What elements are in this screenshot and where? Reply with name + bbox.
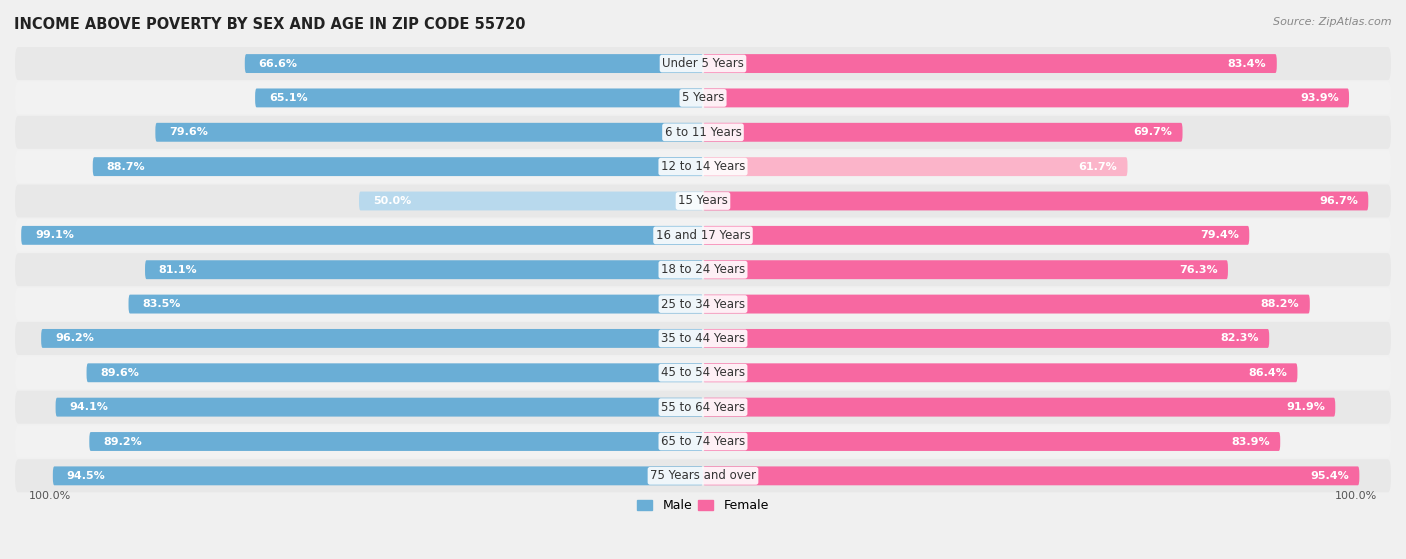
FancyBboxPatch shape bbox=[87, 363, 703, 382]
Legend: Male, Female: Male, Female bbox=[633, 495, 773, 518]
Text: 81.1%: 81.1% bbox=[159, 265, 197, 274]
Text: 5 Years: 5 Years bbox=[682, 92, 724, 105]
Text: 69.7%: 69.7% bbox=[1133, 127, 1173, 138]
Text: 88.2%: 88.2% bbox=[1261, 299, 1299, 309]
FancyBboxPatch shape bbox=[15, 391, 1391, 424]
FancyBboxPatch shape bbox=[254, 88, 703, 107]
Text: 76.3%: 76.3% bbox=[1180, 265, 1218, 274]
Text: 50.0%: 50.0% bbox=[373, 196, 411, 206]
FancyBboxPatch shape bbox=[703, 295, 1310, 314]
FancyBboxPatch shape bbox=[703, 260, 1227, 279]
Text: 83.4%: 83.4% bbox=[1227, 59, 1267, 69]
FancyBboxPatch shape bbox=[15, 253, 1391, 286]
FancyBboxPatch shape bbox=[15, 116, 1391, 149]
FancyBboxPatch shape bbox=[703, 157, 1128, 176]
FancyBboxPatch shape bbox=[53, 466, 703, 485]
FancyBboxPatch shape bbox=[128, 295, 703, 314]
FancyBboxPatch shape bbox=[15, 82, 1391, 115]
FancyBboxPatch shape bbox=[703, 363, 1298, 382]
Text: 94.1%: 94.1% bbox=[69, 402, 108, 412]
FancyBboxPatch shape bbox=[15, 459, 1391, 492]
Text: 75 Years and over: 75 Years and over bbox=[650, 470, 756, 482]
Text: 100.0%: 100.0% bbox=[28, 491, 72, 501]
FancyBboxPatch shape bbox=[41, 329, 703, 348]
Text: 83.9%: 83.9% bbox=[1232, 437, 1270, 447]
FancyBboxPatch shape bbox=[15, 150, 1391, 183]
FancyBboxPatch shape bbox=[703, 192, 1368, 210]
FancyBboxPatch shape bbox=[15, 322, 1391, 355]
FancyBboxPatch shape bbox=[56, 397, 703, 416]
Text: 95.4%: 95.4% bbox=[1310, 471, 1348, 481]
FancyBboxPatch shape bbox=[15, 219, 1391, 252]
Text: 15 Years: 15 Years bbox=[678, 195, 728, 207]
Text: 89.2%: 89.2% bbox=[103, 437, 142, 447]
FancyBboxPatch shape bbox=[703, 54, 1277, 73]
Text: 96.7%: 96.7% bbox=[1319, 196, 1358, 206]
Text: 83.5%: 83.5% bbox=[142, 299, 180, 309]
FancyBboxPatch shape bbox=[15, 47, 1391, 80]
FancyBboxPatch shape bbox=[703, 466, 1360, 485]
Text: 96.2%: 96.2% bbox=[55, 333, 94, 343]
Text: 89.6%: 89.6% bbox=[100, 368, 139, 378]
FancyBboxPatch shape bbox=[15, 184, 1391, 217]
Text: 35 to 44 Years: 35 to 44 Years bbox=[661, 332, 745, 345]
Text: INCOME ABOVE POVERTY BY SEX AND AGE IN ZIP CODE 55720: INCOME ABOVE POVERTY BY SEX AND AGE IN Z… bbox=[14, 17, 526, 32]
FancyBboxPatch shape bbox=[15, 425, 1391, 458]
Text: 25 to 34 Years: 25 to 34 Years bbox=[661, 297, 745, 311]
Text: Under 5 Years: Under 5 Years bbox=[662, 57, 744, 70]
Text: 99.1%: 99.1% bbox=[35, 230, 75, 240]
FancyBboxPatch shape bbox=[703, 329, 1270, 348]
Text: 100.0%: 100.0% bbox=[1334, 491, 1378, 501]
FancyBboxPatch shape bbox=[703, 432, 1281, 451]
Text: 6 to 11 Years: 6 to 11 Years bbox=[665, 126, 741, 139]
Text: 61.7%: 61.7% bbox=[1078, 162, 1118, 172]
FancyBboxPatch shape bbox=[359, 192, 703, 210]
Text: 86.4%: 86.4% bbox=[1249, 368, 1286, 378]
Text: Source: ZipAtlas.com: Source: ZipAtlas.com bbox=[1274, 17, 1392, 27]
Text: 65 to 74 Years: 65 to 74 Years bbox=[661, 435, 745, 448]
Text: 12 to 14 Years: 12 to 14 Years bbox=[661, 160, 745, 173]
Text: 94.5%: 94.5% bbox=[66, 471, 105, 481]
FancyBboxPatch shape bbox=[245, 54, 703, 73]
FancyBboxPatch shape bbox=[703, 226, 1250, 245]
FancyBboxPatch shape bbox=[90, 432, 703, 451]
Text: 93.9%: 93.9% bbox=[1301, 93, 1339, 103]
Text: 65.1%: 65.1% bbox=[269, 93, 308, 103]
Text: 55 to 64 Years: 55 to 64 Years bbox=[661, 401, 745, 414]
Text: 91.9%: 91.9% bbox=[1286, 402, 1324, 412]
Text: 18 to 24 Years: 18 to 24 Years bbox=[661, 263, 745, 276]
FancyBboxPatch shape bbox=[21, 226, 703, 245]
Text: 79.6%: 79.6% bbox=[169, 127, 208, 138]
FancyBboxPatch shape bbox=[155, 123, 703, 142]
FancyBboxPatch shape bbox=[703, 397, 1336, 416]
Text: 82.3%: 82.3% bbox=[1220, 333, 1258, 343]
FancyBboxPatch shape bbox=[93, 157, 703, 176]
Text: 79.4%: 79.4% bbox=[1201, 230, 1239, 240]
FancyBboxPatch shape bbox=[15, 356, 1391, 389]
FancyBboxPatch shape bbox=[15, 287, 1391, 320]
Text: 88.7%: 88.7% bbox=[107, 162, 145, 172]
FancyBboxPatch shape bbox=[703, 88, 1348, 107]
FancyBboxPatch shape bbox=[145, 260, 703, 279]
Text: 66.6%: 66.6% bbox=[259, 59, 298, 69]
Text: 16 and 17 Years: 16 and 17 Years bbox=[655, 229, 751, 242]
FancyBboxPatch shape bbox=[703, 123, 1182, 142]
Text: 45 to 54 Years: 45 to 54 Years bbox=[661, 366, 745, 380]
